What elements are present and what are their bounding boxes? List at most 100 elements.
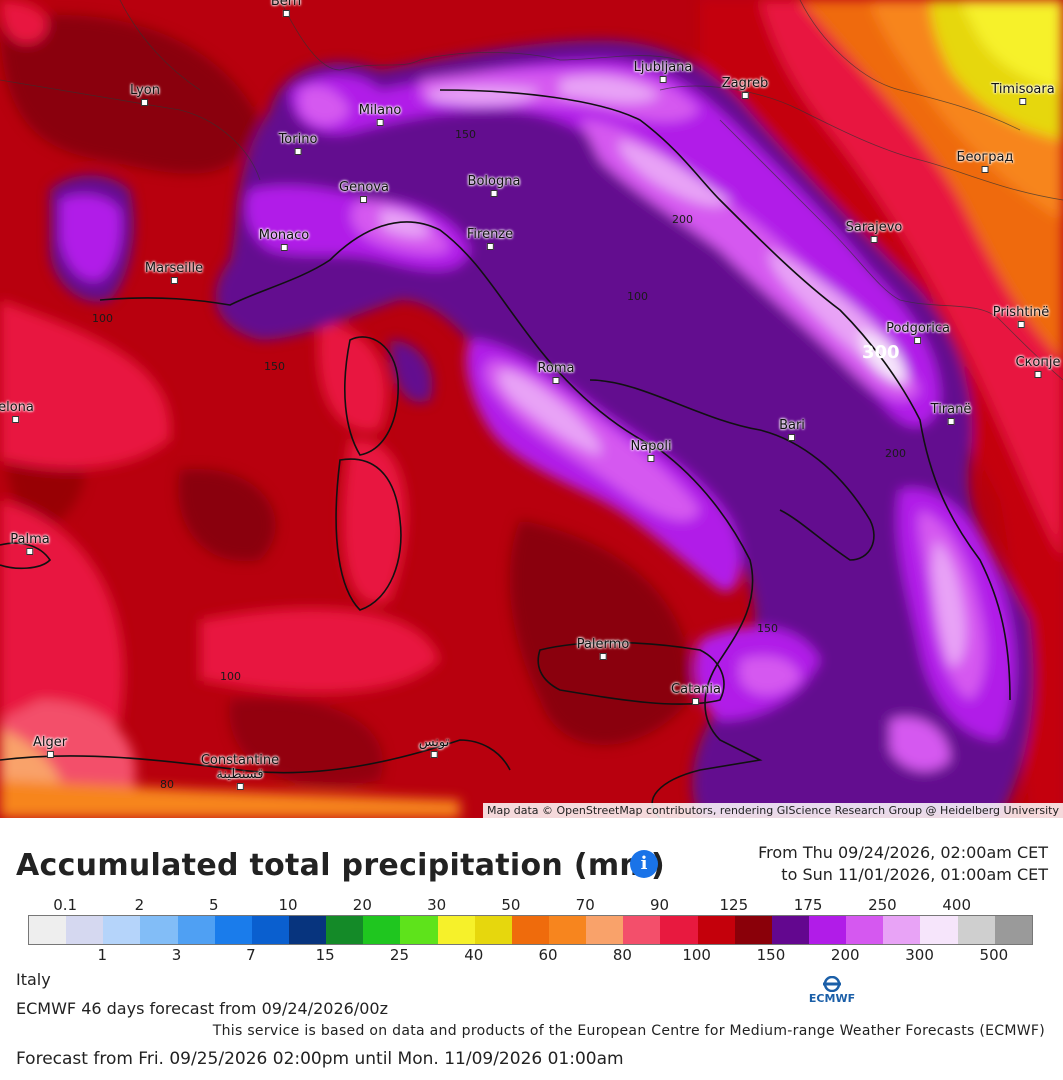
precipitation-map[interactable]: Bern Lyon Milano Torino Genova Bologna F… — [0, 0, 1063, 818]
isoline-label: 150 — [455, 128, 476, 141]
city-label-tirane[interactable]: Tiranë — [930, 402, 972, 425]
city-marker — [692, 698, 700, 705]
city-label-beograd[interactable]: Београд — [956, 150, 1014, 173]
scale-tick-bottom: 100 — [682, 946, 711, 964]
map-attribution[interactable]: Map data © OpenStreetMap contributors, r… — [483, 803, 1063, 818]
city-label-monaco[interactable]: Monaco — [259, 228, 309, 251]
scale-swatch — [808, 916, 847, 944]
city-label-alger[interactable]: Alger — [33, 735, 67, 758]
city-label-firenze[interactable]: Firenze — [467, 227, 513, 250]
scale-swatch — [697, 916, 735, 944]
city-marker — [659, 76, 667, 83]
scale-swatch — [623, 916, 661, 944]
city-marker — [741, 92, 749, 99]
region-label: Italy — [16, 970, 51, 989]
scale-tick-bottom: 7 — [246, 946, 256, 964]
city-marker — [430, 751, 438, 758]
scale-tick-bottom: 150 — [756, 946, 786, 964]
scale-tick-bottom: 40 — [464, 946, 484, 964]
scale-tick-top: 70 — [575, 896, 595, 914]
scale-swatch — [734, 916, 772, 944]
city-name: Monaco — [258, 228, 310, 243]
city-name: Milano — [358, 103, 402, 118]
city-label-roma[interactable]: Roma — [537, 361, 575, 384]
city-label-genova[interactable]: Genova — [339, 180, 389, 203]
scale-swatch — [29, 916, 67, 944]
city-name: Скопје — [1015, 355, 1061, 370]
scale-swatch — [846, 916, 884, 944]
isoline-label: 100 — [627, 290, 648, 303]
forecast-range: Forecast from Fri. 09/25/2026 02:00pm un… — [16, 1049, 624, 1069]
city-marker — [236, 783, 244, 790]
scale-swatch — [326, 916, 364, 944]
city-marker — [947, 418, 955, 425]
city-label-sarajevo[interactable]: Sarajevo — [846, 220, 902, 243]
scale-tick-top: 0.1 — [53, 896, 78, 914]
city-name: Београд — [956, 150, 1014, 165]
city-label-prishtine[interactable]: Prishtinë — [993, 305, 1049, 328]
city-name: Marseille — [144, 261, 204, 276]
scale-swatch — [511, 916, 549, 944]
city-name: تونس — [418, 735, 450, 750]
color-scale — [28, 915, 1033, 945]
city-label-catania[interactable]: Catania — [671, 682, 721, 705]
scale-swatch — [660, 916, 698, 944]
city-label-podgorica[interactable]: Podgorica — [886, 321, 950, 344]
city-label-skopje[interactable]: Скопје — [1016, 355, 1061, 378]
city-label-milano[interactable]: Milano — [358, 103, 402, 126]
city-marker — [282, 10, 290, 17]
city-name: Tiranë — [930, 402, 972, 417]
scale-swatch — [883, 916, 921, 944]
scale-tick-bottom: 60 — [538, 946, 558, 964]
city-label-zagreb[interactable]: Zagreb — [722, 76, 768, 99]
scale-tick-top: 400 — [942, 896, 972, 914]
city-label-bologna[interactable]: Bologna — [468, 174, 520, 197]
scale-swatch — [994, 916, 1032, 944]
city-name: Catania — [671, 682, 721, 697]
city-label-constantine[interactable]: Constantine قسنطينة — [201, 754, 279, 790]
ecmwf-logo[interactable]: ECMWF — [806, 976, 858, 1005]
city-label-palermo[interactable]: Palermo — [577, 637, 629, 660]
city-label-marseille[interactable]: Marseille — [145, 261, 203, 284]
city-label-bern[interactable]: Bern — [271, 0, 301, 17]
scale-swatch — [288, 916, 327, 944]
city-marker — [1019, 98, 1027, 105]
scale-tick-bottom: 3 — [171, 946, 182, 964]
city-marker — [170, 277, 178, 284]
city-name: Roma — [537, 361, 575, 376]
city-name: Lyon — [130, 83, 160, 98]
scale-tick-bottom: 200 — [830, 946, 860, 964]
scale-swatch — [920, 916, 958, 944]
city-label-lyon[interactable]: Lyon — [130, 83, 160, 106]
isoline-label: 300 — [862, 342, 900, 363]
scale-swatch — [251, 916, 289, 944]
scale-tick-top: 20 — [352, 896, 372, 914]
isoline-label: 200 — [885, 447, 906, 460]
city-name: Ljubljana — [633, 60, 693, 75]
scale-tick-top: 175 — [793, 896, 823, 914]
disclaimer: This service is based on data and produc… — [212, 1023, 1045, 1039]
scale-tick-top: 50 — [501, 896, 521, 914]
city-name: Bern — [270, 0, 302, 9]
city-marker — [486, 243, 494, 250]
scale-swatch — [140, 916, 178, 944]
city-marker — [280, 244, 288, 251]
city-marker — [141, 99, 149, 106]
scale-swatch — [474, 916, 512, 944]
city-label-ljubljana[interactable]: Ljubljana — [633, 60, 693, 83]
range-to: to Sun 11/01/2026, 01:00am CET — [781, 865, 1048, 884]
scale-bottom-ticks: 1 3 7 15 25 40 60 80 100 150 200 300 500 — [28, 946, 1033, 964]
scale-tick-bottom: 15 — [315, 946, 335, 964]
city-label-torino[interactable]: Torino — [278, 132, 318, 155]
city-label-bari[interactable]: Bari — [779, 418, 805, 441]
city-label-tunis[interactable]: تونس — [418, 735, 450, 758]
isoline-label: 150 — [757, 622, 778, 635]
city-marker — [788, 434, 796, 441]
city-label-timisoara[interactable]: Timisoara — [991, 82, 1055, 105]
city-label-napoli[interactable]: Napoli — [630, 439, 672, 462]
city-label-palma[interactable]: Palma — [10, 532, 50, 555]
city-label-barcelona[interactable]: elona — [0, 400, 34, 423]
scale-swatch — [957, 916, 995, 944]
city-name: Torino — [278, 132, 318, 147]
info-icon[interactable]: i — [630, 850, 658, 878]
